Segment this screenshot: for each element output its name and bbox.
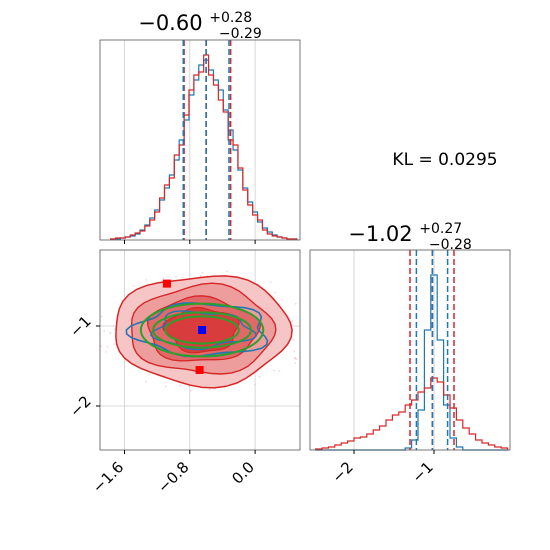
scatter-point [145, 279, 147, 281]
sample-marker [162, 279, 171, 288]
scatter-point [105, 351, 107, 353]
scatter-point [103, 330, 105, 332]
scatter-point [295, 303, 297, 305]
sample-marker [195, 366, 204, 374]
scatter-point [133, 285, 135, 288]
truth-marker [198, 326, 207, 334]
param2-upper-error: +0.27 [419, 221, 462, 237]
panel-frame-1 [99, 39, 301, 241]
scatter-point [274, 291, 276, 294]
scatter-point [175, 276, 177, 278]
scatter-point [294, 357, 297, 359]
y-tick-label: −1 [66, 312, 94, 340]
scatter-point [106, 346, 108, 348]
scatter-point [199, 275, 202, 278]
x-tick-label: −2 [328, 458, 356, 486]
scatter-point [144, 380, 147, 383]
histogram-series-2 [315, 377, 509, 450]
param2-lower-error: −0.28 [429, 237, 472, 253]
scatter-point [253, 383, 256, 386]
histogram-series-1 [315, 274, 508, 451]
scatter-point [201, 272, 204, 274]
param1-upper-error: +0.28 [209, 10, 252, 26]
fit-ellipse-3 [164, 315, 240, 345]
scatter-point [100, 345, 102, 347]
scatter-point [181, 276, 184, 279]
scatter-point [109, 332, 112, 334]
x-tick-label: −0.8 [154, 458, 192, 496]
param2-median: −1.02 [348, 222, 412, 246]
data-layer [100, 40, 509, 451]
scatter-point [293, 338, 295, 341]
scatter-point [278, 370, 281, 372]
scatter-point [208, 388, 211, 391]
param1-lower-error: −0.29 [219, 26, 262, 42]
scatter-point [281, 298, 284, 301]
kl-annotation: KL = 0.0295 [392, 150, 497, 170]
param1-title: −0.60 +0.28 −0.29 [138, 3, 262, 42]
scatter-point [164, 385, 167, 388]
param2-title: −1.02 +0.27 −0.28 [348, 214, 472, 253]
scatter-point [162, 277, 164, 280]
scatter-point [291, 320, 294, 323]
scatter-point [273, 297, 276, 299]
scatter-point [258, 376, 261, 378]
x-tick-label: −1.6 [89, 458, 127, 496]
scatter-point [294, 362, 297, 364]
scatter-point [188, 385, 190, 388]
scatter-point [293, 350, 296, 352]
histogram-series-1 [110, 59, 298, 240]
panel-frame-2 [309, 249, 511, 451]
param1-median: −0.60 [138, 11, 202, 35]
fit-ellipse-1 [152, 311, 253, 349]
x-tick-label: 0.0 [228, 458, 258, 488]
scatter-point [273, 369, 275, 372]
scatter-point [295, 358, 298, 360]
fit-ellipse-2 [139, 302, 265, 358]
scatter-point [189, 390, 192, 392]
scatter-point [100, 315, 103, 318]
y-tick-label: −2 [66, 392, 94, 420]
scatter-point [288, 316, 290, 319]
x-tick-label: −1 [408, 458, 436, 486]
scatter-point [179, 385, 182, 387]
panel-frame-3 [99, 249, 301, 451]
scatter-point [113, 343, 115, 345]
histogram-series-2 [110, 54, 298, 240]
frame-layer [96, 39, 511, 454]
scatter-point [226, 270, 228, 273]
scatter-point [270, 281, 272, 283]
